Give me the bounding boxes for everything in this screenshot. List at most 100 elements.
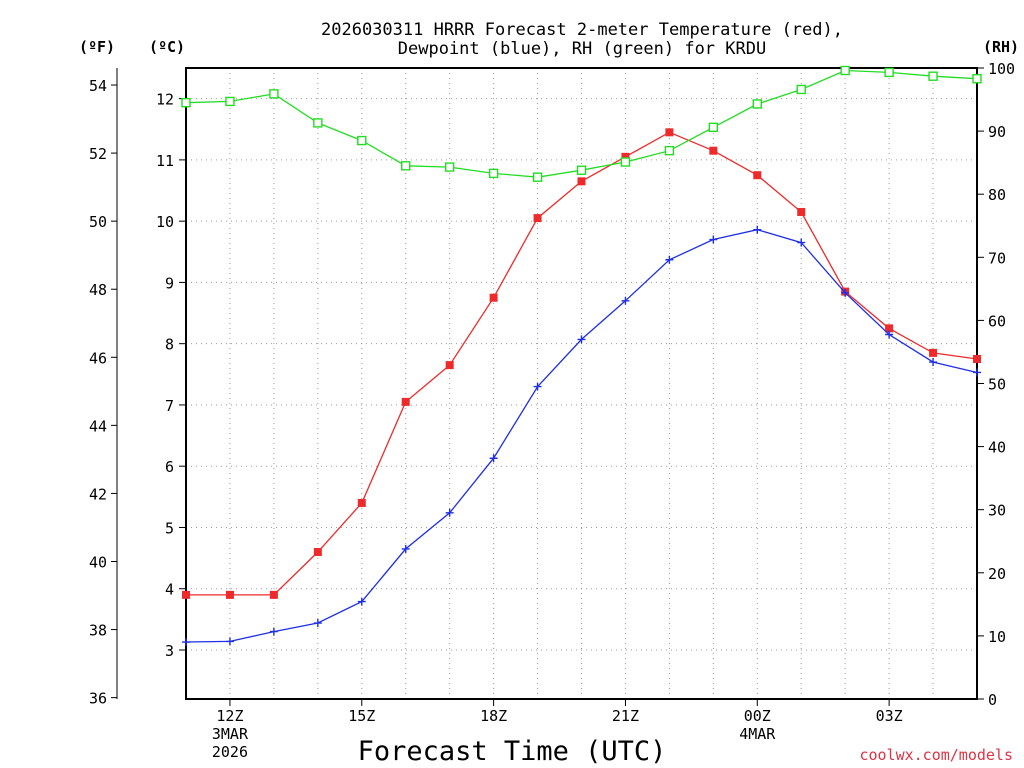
rh-point [928, 71, 938, 81]
rh-tick-label: 100 [988, 60, 1015, 78]
celsius-tick-label: 9 [165, 274, 174, 292]
rh-point [181, 98, 191, 108]
rh-tick-label: 80 [988, 186, 1006, 204]
rh-point [884, 67, 894, 78]
dewpoint-point [797, 238, 806, 247]
celsius-tick-label: 3 [165, 642, 174, 660]
rh-point [972, 74, 982, 84]
rh-point [401, 161, 411, 171]
fahrenheit-axis-label: (ºF) [79, 38, 115, 56]
dewpoint-point [885, 330, 894, 339]
dewpoint-point [182, 638, 190, 647]
rh-point [269, 89, 279, 99]
temperature-point [621, 152, 630, 161]
rh-point [620, 157, 631, 167]
x-tick-label: 12Z [216, 707, 243, 725]
temperature-point [269, 590, 278, 599]
dewpoint-point [577, 335, 586, 344]
celsius-tick-label: 11 [156, 152, 174, 170]
x-tick-label: 21Z [612, 707, 639, 725]
fahrenheit-tick-label: 42 [89, 485, 107, 503]
fahrenheit-tick-label: 36 [89, 690, 107, 708]
fahrenheit-tick-label: 54 [89, 77, 107, 95]
dewpoint-point [445, 508, 454, 517]
x-tick-label: 00Z [744, 707, 771, 725]
dewpoint-point [929, 358, 938, 367]
dewpoint-point [225, 637, 234, 646]
rh-tick-label: 70 [988, 249, 1006, 267]
dewpoint-point [709, 235, 718, 244]
rh-tick-label: 10 [988, 628, 1006, 646]
celsius-tick-label: 4 [165, 581, 174, 599]
dewpoint-point [489, 454, 498, 463]
fahrenheit-tick-label: 52 [89, 145, 107, 163]
dewpoint-point [665, 255, 674, 264]
chart-title-line2: Dewpoint (blue), RH (green) for KRDU [398, 39, 766, 59]
celsius-tick-label: 7 [165, 397, 174, 415]
temperature-point [401, 397, 410, 406]
rh-tick-label: 20 [988, 565, 1006, 583]
chart-title-line1: 2026030311 HRRR Forecast 2-meter Tempera… [321, 20, 843, 40]
temperature-point [225, 590, 234, 599]
rh-tick-label: 40 [988, 439, 1006, 457]
rh-tick-label: 0 [988, 691, 997, 709]
rh-point [752, 99, 762, 109]
rh-tick-label: 60 [988, 312, 1006, 330]
dewpoint-point [357, 597, 366, 606]
fahrenheit-tick-label: 44 [89, 417, 107, 435]
celsius-tick-label: 12 [156, 91, 174, 109]
fahrenheit-tick-label: 46 [89, 349, 107, 367]
site-credit: coolwx.com/models [859, 746, 1013, 764]
temperature-point [489, 293, 498, 302]
x-tick-label: 2026 [212, 743, 248, 761]
axes: 3 4 5 6 7 8 9 10 11 12 36 38 40 42 44 46 48 50 52 54 0 10 20 30… [89, 60, 1015, 761]
dewpoint-point [269, 627, 278, 636]
rh-tick-label: 50 [988, 376, 1006, 394]
rh-point [225, 96, 235, 107]
temperature-point [182, 590, 190, 599]
temperature-point [753, 171, 762, 180]
rh-point [532, 172, 543, 182]
rh-point [796, 84, 806, 95]
rh-tick-label: 30 [988, 502, 1006, 520]
temperature-point [665, 128, 674, 137]
temperature-point [929, 348, 938, 357]
celsius-tick-label: 10 [156, 213, 174, 231]
rh-point [576, 165, 587, 175]
dewpoint-point [753, 225, 762, 234]
rh-point [313, 118, 323, 128]
series-layer [181, 65, 982, 647]
fahrenheit-tick-label: 50 [89, 213, 107, 231]
temperature-point [709, 146, 718, 155]
temperature-point [577, 177, 586, 186]
rh-point [488, 168, 499, 179]
fahrenheit-tick-label: 38 [89, 622, 107, 640]
dewpoint-point [973, 368, 981, 377]
x-tick-label: 03Z [876, 707, 903, 725]
rh-point [664, 145, 675, 156]
x-tick-label: 15Z [348, 707, 375, 725]
temperature-point [885, 324, 894, 333]
temperature-point [313, 547, 322, 556]
rh-axis-label: (RH) [983, 38, 1019, 56]
dewpoint-point [841, 288, 850, 297]
fahrenheit-tick-label: 40 [89, 554, 107, 572]
temperature-point [445, 361, 454, 370]
rh-point [840, 65, 850, 76]
temperature-point [533, 214, 542, 223]
dewpoint-point [533, 382, 542, 391]
x-tick-label: 3MAR [212, 725, 249, 743]
celsius-tick-label: 6 [165, 458, 174, 476]
rh-point [444, 162, 455, 172]
fahrenheit-tick-label: 48 [89, 281, 107, 299]
rh-point [708, 122, 719, 133]
dewpoint-point [401, 544, 410, 553]
dewpoint-point [313, 619, 322, 628]
celsius-tick-label: 8 [165, 336, 174, 354]
temperature-point [797, 207, 806, 216]
celsius-tick-label: 5 [165, 519, 174, 537]
dewpoint-point [621, 296, 630, 305]
grid-lines [186, 68, 977, 699]
rh-point [357, 135, 367, 146]
